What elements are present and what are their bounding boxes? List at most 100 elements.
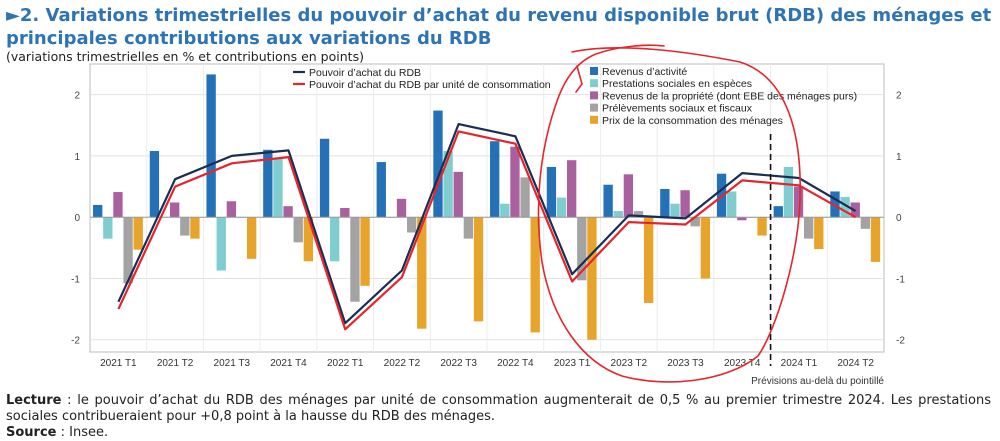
lecture-label: Lecture <box>6 393 62 408</box>
bar <box>613 211 623 218</box>
x-tick-label: 2022 T1 <box>327 358 364 369</box>
bar <box>103 217 113 239</box>
bar <box>453 171 463 218</box>
bar <box>737 217 747 221</box>
legend-bar-label: Prix de la consommation des ménages <box>602 115 783 127</box>
annotation-tick <box>575 65 583 93</box>
legend-bar-swatch <box>590 67 598 75</box>
chart-subtitle: (variations trimestrielles en % et contr… <box>6 49 364 64</box>
bar <box>643 217 654 303</box>
bar <box>319 138 330 218</box>
x-tick-label: 2021 T4 <box>270 358 307 369</box>
bar <box>510 146 520 218</box>
bar <box>490 141 500 218</box>
title-text: Variations trimestrielles du pouvoir d’a… <box>6 5 992 49</box>
legend-bar-swatch <box>590 91 598 100</box>
bar <box>500 203 510 218</box>
legend-bar-swatch <box>590 115 598 124</box>
bar <box>263 149 273 218</box>
bar <box>633 211 644 218</box>
lecture-note: Lecture : le pouvoir d’achat du RDB des … <box>6 393 991 425</box>
y-tick-label-right: 0 <box>896 213 902 224</box>
bar <box>530 217 540 333</box>
legend-line-label: Pouvoir d’achat du RDB par unité de cons… <box>309 79 551 91</box>
bar <box>520 177 530 218</box>
bar <box>246 217 257 259</box>
lecture-text: : le pouvoir d’achat du RDB des ménages … <box>6 393 991 424</box>
bar <box>870 217 881 262</box>
bar <box>587 217 597 340</box>
forecast-label: Prévisions au-delà du pointillé <box>751 376 884 387</box>
chart-title: ►2. Variations trimestrielles du pouvoir… <box>6 4 996 50</box>
source-note: Source : Insee. <box>6 425 991 441</box>
legend-bar-swatch <box>590 79 598 88</box>
bar <box>330 217 340 262</box>
bar <box>406 217 417 233</box>
x-tick-label: 2021 T2 <box>157 358 194 369</box>
bar <box>180 217 190 236</box>
x-tick-label: 2021 T1 <box>100 358 137 369</box>
bar <box>170 202 180 218</box>
bar <box>680 190 690 218</box>
x-tick-label: 2023 T2 <box>611 358 648 369</box>
bar <box>546 166 557 218</box>
source-label: Source <box>6 425 57 440</box>
legend-line-label: Pouvoir d’achat du RDB <box>309 67 421 79</box>
bar <box>783 166 794 218</box>
bar <box>443 151 453 218</box>
bar <box>473 217 484 322</box>
legend-bar-label: Prélèvements sociaux et fiscaux <box>602 103 753 115</box>
x-tick-label: 2023 T3 <box>667 358 704 369</box>
series-line <box>117 130 857 331</box>
bar <box>670 203 680 218</box>
bar <box>396 198 407 218</box>
bar <box>433 110 443 218</box>
y-tick-label-right: -1 <box>896 274 905 285</box>
bar <box>216 217 226 271</box>
bar <box>690 217 700 227</box>
legend-bar-label: Revenus de la propriété (dont EBE des mé… <box>602 90 857 102</box>
bar <box>463 217 474 239</box>
annotation-circle <box>537 44 802 383</box>
title-prefix: ►2. <box>6 5 40 26</box>
legend-bar-swatch <box>590 103 598 112</box>
bar <box>340 208 350 218</box>
bar <box>133 217 143 250</box>
bar <box>577 217 587 281</box>
series-line <box>117 122 857 325</box>
bar <box>303 217 314 262</box>
bar <box>793 186 804 218</box>
bar <box>376 162 386 218</box>
bar <box>556 197 567 218</box>
bar <box>603 184 613 218</box>
x-tick-label: 2023 T1 <box>554 358 591 369</box>
bar <box>273 158 283 218</box>
bar <box>360 217 370 286</box>
source-text: : Insee. <box>56 425 109 440</box>
bar <box>149 151 160 218</box>
bar <box>93 204 103 218</box>
bar <box>660 189 670 218</box>
bar <box>206 74 216 218</box>
x-tick-label: 2022 T3 <box>440 358 477 369</box>
bar <box>623 174 634 218</box>
footer: Lecture : le pouvoir d’achat du RDB des … <box>6 393 991 441</box>
x-tick-label: 2021 T3 <box>214 358 251 369</box>
bar <box>803 217 814 239</box>
y-tick-label-right: 2 <box>896 91 902 102</box>
x-tick-label: 2024 T2 <box>837 358 874 369</box>
y-tick-label-left: 2 <box>74 91 80 102</box>
bar <box>830 191 840 218</box>
bar <box>757 217 767 236</box>
bar <box>773 206 783 218</box>
bar <box>113 192 123 218</box>
y-tick-label-left: 1 <box>74 152 80 163</box>
bar <box>860 217 871 229</box>
y-tick-label-left: 0 <box>74 213 80 224</box>
legend-bar-label: Prestations sociales en espèces <box>602 78 752 90</box>
bar <box>350 217 360 302</box>
bar <box>226 201 237 218</box>
legend-bar-label: Revenus d’activité <box>602 66 687 78</box>
bar <box>417 217 427 329</box>
